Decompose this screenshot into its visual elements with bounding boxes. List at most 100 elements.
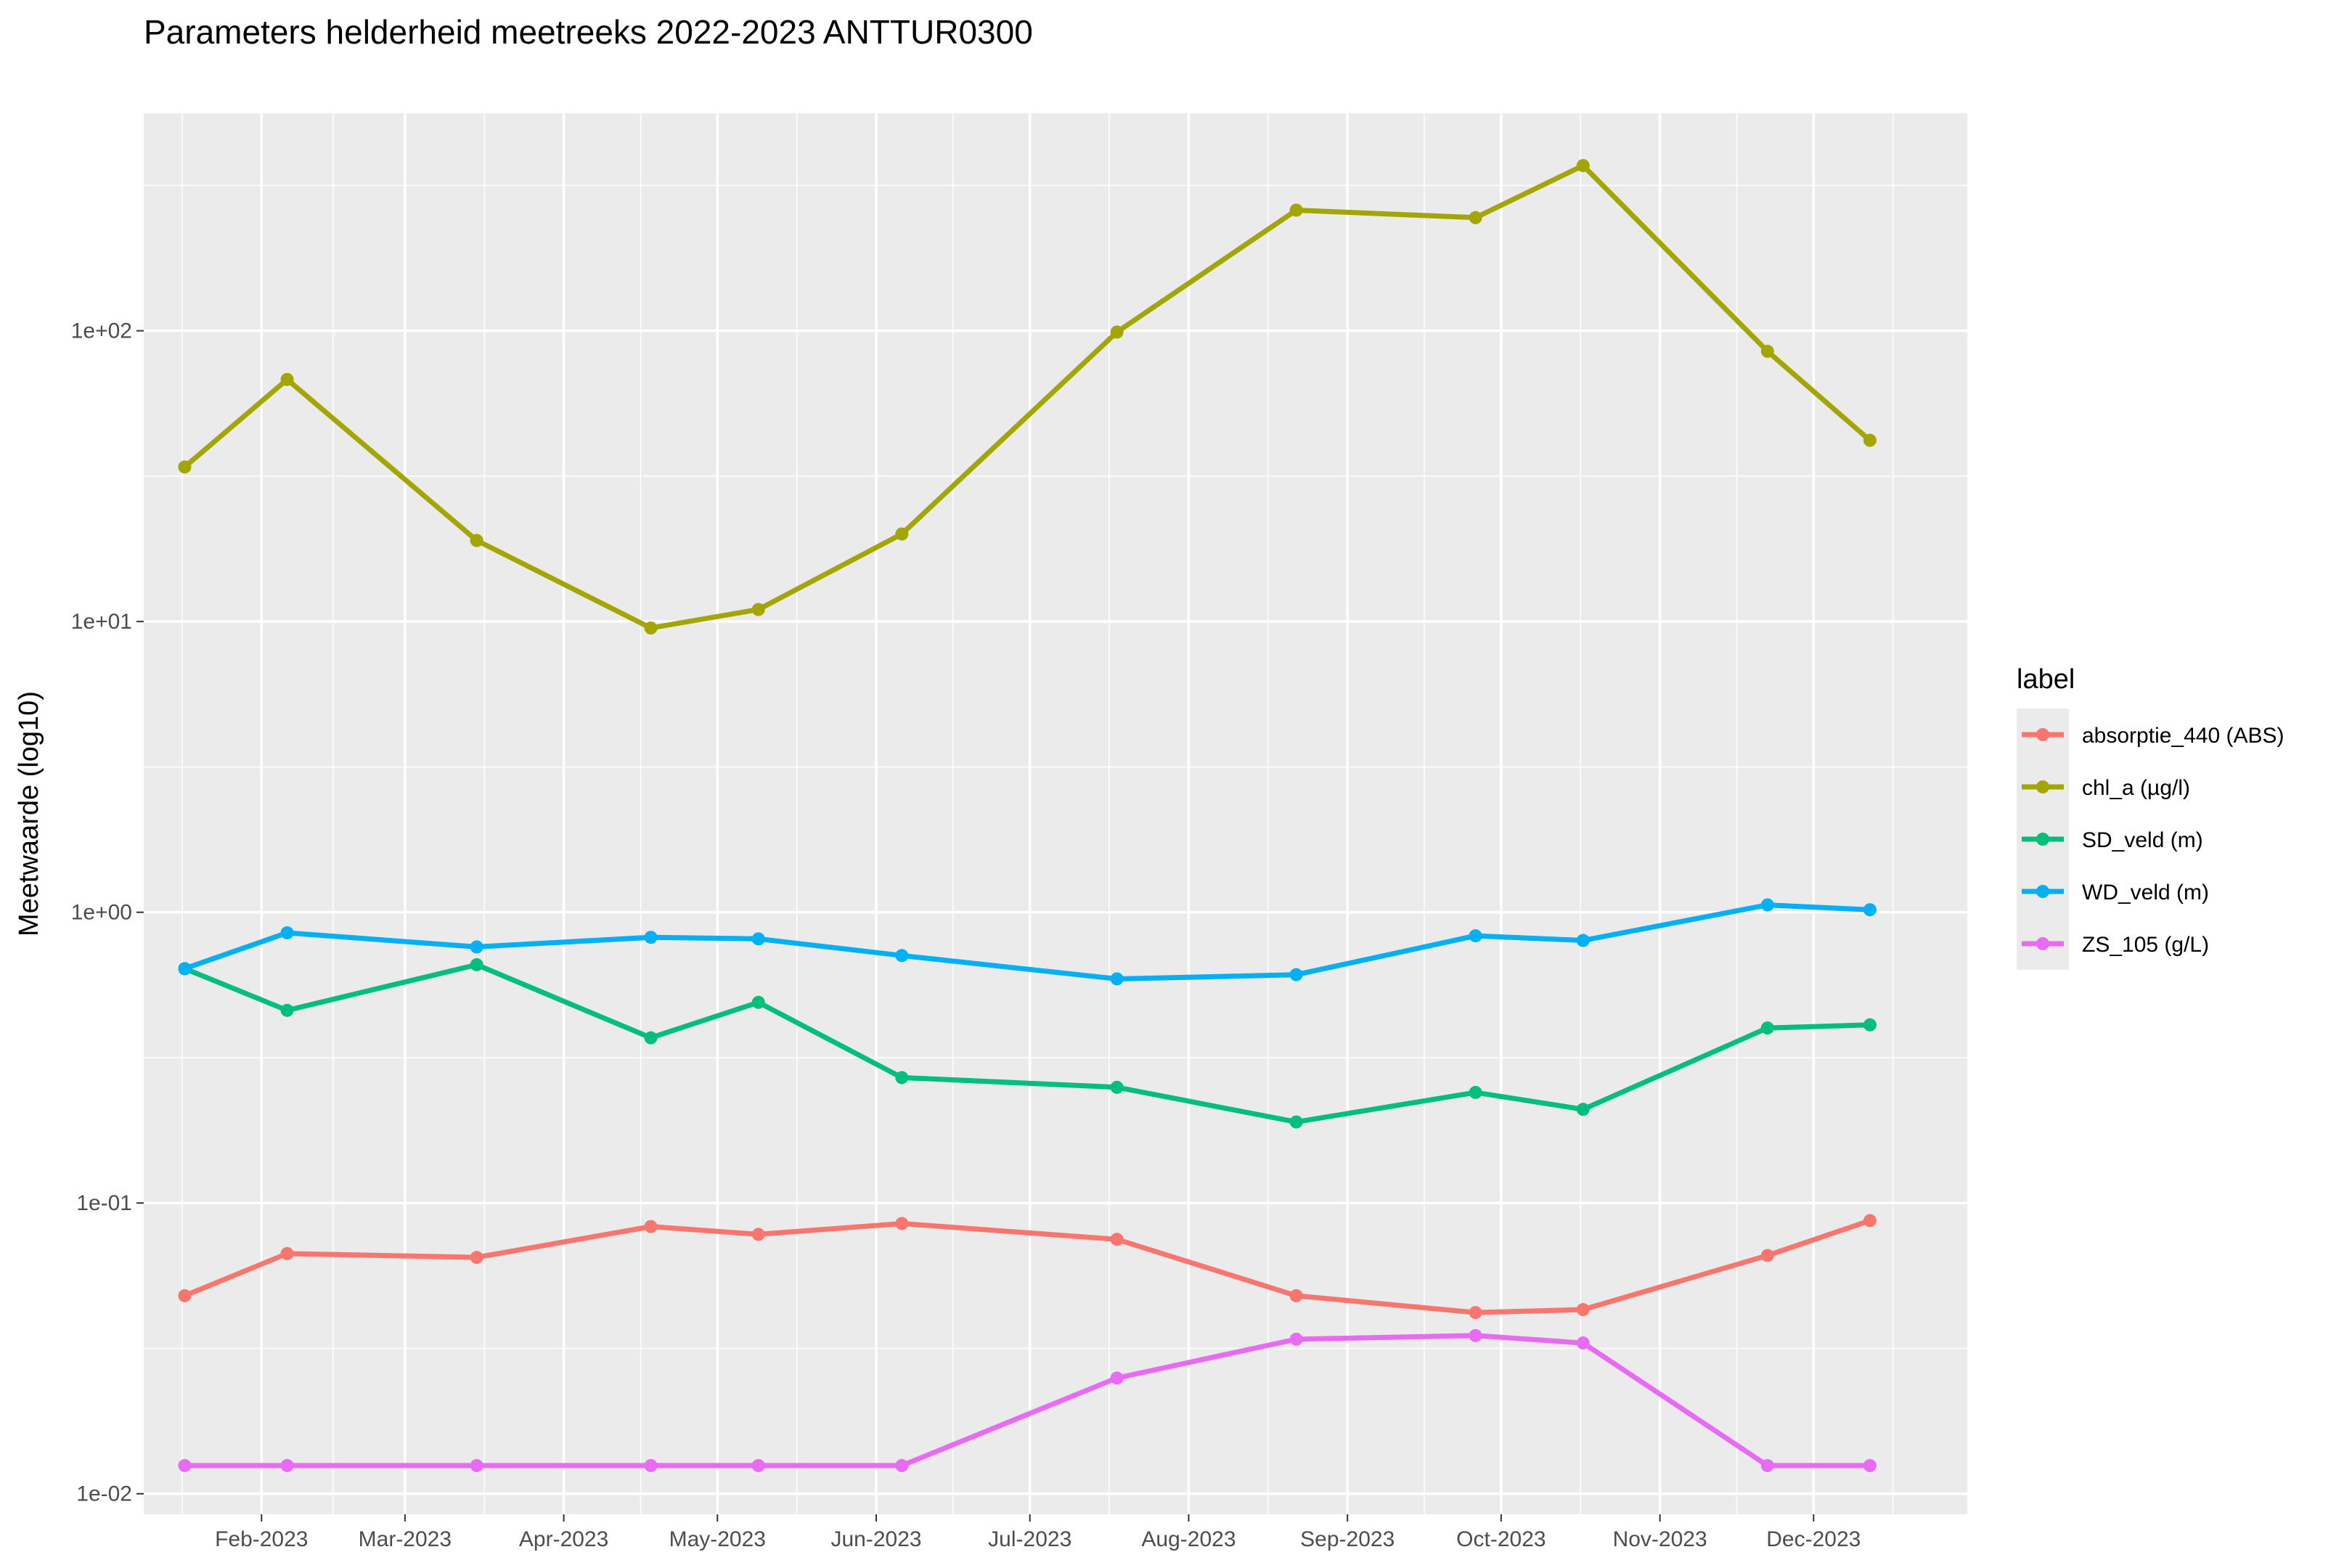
data-point — [1289, 203, 1303, 217]
data-point — [644, 1031, 658, 1045]
legend-title: label — [2017, 664, 2075, 695]
data-point — [751, 995, 765, 1009]
data-point — [470, 957, 483, 971]
x-tick-label: Jul-2023 — [988, 1527, 1071, 1551]
y-axis-title: Meetwaarde (log10) — [14, 691, 44, 936]
data-point — [895, 527, 909, 541]
data-point — [644, 1220, 658, 1233]
data-point — [1469, 211, 1482, 224]
data-point — [1760, 1021, 1774, 1035]
data-point — [470, 1458, 483, 1472]
series-layer — [178, 159, 1877, 1472]
y-axis: 1e-02 1e-01 1e+00 1e+01 1e+02 — [71, 319, 144, 1506]
y-tick-label: 1e+00 — [71, 901, 132, 925]
data-point — [644, 621, 658, 635]
data-point — [280, 926, 294, 939]
data-point — [1469, 1085, 1482, 1099]
legend: label absorptie_440 (ABS) chl_a (µg/l) SD_… — [2017, 664, 2284, 970]
legend-item: absorptie_440 (ABS) — [2017, 709, 2284, 761]
data-point — [178, 962, 192, 976]
data-point — [1110, 1080, 1124, 1094]
data-point — [1110, 1371, 1124, 1385]
legend-label: SD_veld (m) — [2082, 828, 2203, 852]
minor-gridlines — [144, 113, 1967, 1514]
data-point — [280, 1246, 294, 1260]
y-tick-label: 1e+02 — [71, 319, 132, 343]
data-point — [1110, 325, 1124, 339]
data-point — [751, 1228, 765, 1241]
x-tick-label: Sep-2023 — [1300, 1527, 1395, 1551]
data-point — [1863, 1018, 1877, 1032]
data-point — [178, 1289, 192, 1302]
x-tick-label: Oct-2023 — [1456, 1527, 1545, 1551]
series-0 — [178, 1214, 1877, 1320]
data-point — [644, 1458, 658, 1472]
data-point — [1289, 1115, 1303, 1129]
series-4 — [178, 1328, 1877, 1472]
data-point — [1863, 1214, 1877, 1228]
data-point — [1576, 1303, 1590, 1317]
data-point — [1760, 898, 1774, 912]
data-point — [1576, 934, 1590, 947]
series-line — [184, 902, 1871, 981]
data-point — [280, 1003, 294, 1017]
legend-item: ZS_105 (g/L) — [2017, 918, 2209, 970]
major-gridlines — [144, 113, 1967, 1514]
data-point — [1469, 929, 1482, 943]
data-point — [1576, 1336, 1590, 1350]
series-2 — [178, 957, 1877, 1129]
data-point — [751, 932, 765, 946]
legend-label: ZS_105 (g/L) — [2082, 933, 2209, 957]
series-line — [184, 962, 1871, 1125]
data-point — [1760, 344, 1774, 358]
data-point — [1760, 1249, 1774, 1262]
plot-panel — [144, 113, 1967, 1514]
data-point — [1289, 1289, 1303, 1302]
x-tick-label: Aug-2023 — [1141, 1527, 1236, 1551]
data-point — [895, 1458, 909, 1472]
series-line — [184, 1333, 1870, 1469]
legend-item: SD_veld (m) — [2017, 813, 2203, 865]
x-tick-label: Jun-2023 — [830, 1527, 921, 1551]
data-point — [1863, 433, 1877, 447]
legend-key-point — [2036, 885, 2049, 898]
series-1 — [178, 159, 1877, 635]
x-tick-label: Mar-2023 — [359, 1527, 452, 1551]
data-point — [1863, 1458, 1877, 1472]
data-point — [280, 1458, 294, 1472]
data-point — [644, 931, 658, 944]
data-point — [1110, 1233, 1124, 1246]
data-point — [751, 1458, 765, 1472]
data-point — [1289, 1332, 1303, 1346]
legend-key-point — [2036, 780, 2049, 793]
data-point — [1110, 972, 1124, 986]
legend-key-point — [2036, 937, 2049, 950]
y-tick-label: 1e-02 — [76, 1482, 132, 1506]
data-point — [895, 949, 909, 963]
data-point — [895, 1071, 909, 1085]
data-point — [178, 1458, 192, 1472]
data-point — [470, 940, 483, 954]
chart-title: Parameters helderheid meetreeks 2022-202… — [144, 13, 1033, 51]
series-line — [184, 1218, 1871, 1315]
legend-item: WD_veld (m) — [2017, 865, 2209, 918]
series-3 — [178, 898, 1877, 986]
x-tick-label: Apr-2023 — [519, 1527, 608, 1551]
x-axis: Feb-2023 Mar-2023 Apr-2023 May-2023 Jun-2023… — [215, 1514, 1861, 1551]
legend-key-point — [2036, 833, 2049, 846]
data-point — [1576, 1103, 1590, 1116]
data-point — [1469, 1328, 1482, 1342]
data-point — [1863, 903, 1877, 917]
data-point — [1576, 159, 1590, 173]
data-point — [470, 534, 483, 547]
x-tick-label: Nov-2023 — [1613, 1527, 1707, 1551]
series-line — [183, 163, 1872, 631]
legend-items: absorptie_440 (ABS) chl_a (µg/l) SD_veld (… — [2017, 709, 2284, 970]
x-tick-label: Feb-2023 — [215, 1527, 308, 1551]
legend-key-point — [2036, 728, 2049, 741]
legend-label: WD_veld (m) — [2082, 881, 2209, 905]
legend-label: absorptie_440 (ABS) — [2082, 724, 2284, 748]
data-point — [178, 460, 192, 474]
y-tick-label: 1e+01 — [71, 610, 132, 634]
